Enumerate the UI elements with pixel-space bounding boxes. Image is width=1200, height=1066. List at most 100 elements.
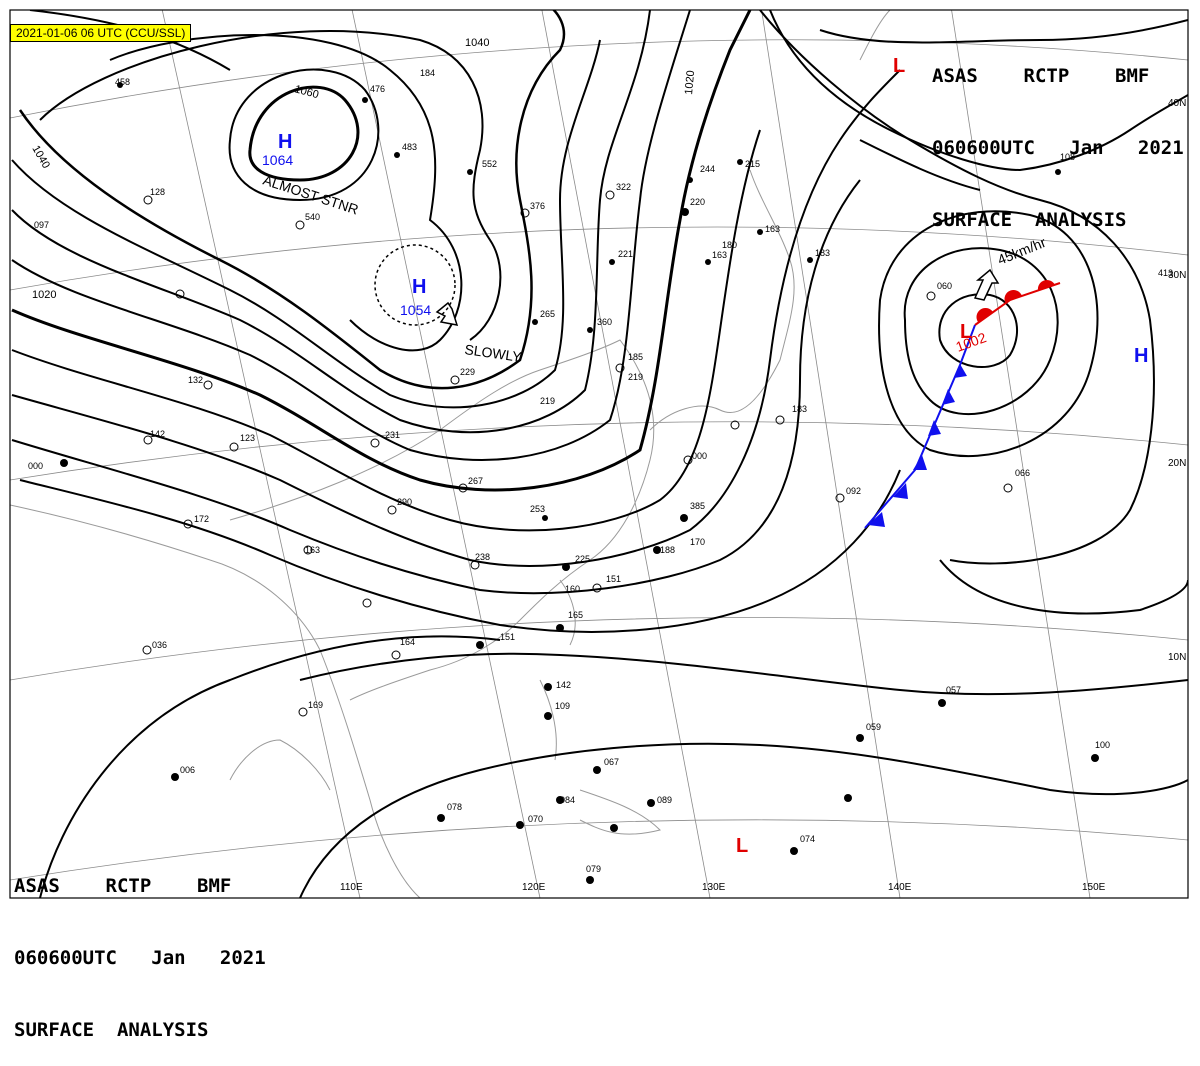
station-pressure-value: 267 <box>468 476 483 486</box>
high-center-value: 1054 <box>400 302 431 318</box>
lat-label-30n: 30N <box>1168 270 1186 281</box>
station-pressure-value: 142 <box>150 429 165 439</box>
station-pressure-value: 123 <box>240 433 255 443</box>
station-pressure-value: 092 <box>846 486 861 496</box>
title-block-bottom: ASAS RCTP BMF 060600UTC Jan 2021 SURFACE… <box>14 826 266 1066</box>
station-pressure-value: 265 <box>540 309 555 319</box>
station-pressure-value: 183 <box>792 404 807 414</box>
station-pressure-value: 057 <box>946 685 961 695</box>
cold-front-triangle-icon <box>928 420 941 436</box>
title-line-type: SURFACE ANALYSIS <box>932 209 1127 231</box>
warm-front-semicircle-icon <box>976 307 993 322</box>
station-pressure-value: 458 <box>115 77 130 87</box>
station-pressure-value: 221 <box>618 249 633 259</box>
station-pressure-value: 231 <box>385 430 400 440</box>
title-line-datetime: 060600UTC Jan 2021 <box>932 137 1184 159</box>
cold-front-triangle-icon <box>942 389 955 405</box>
isobars <box>11 10 1188 898</box>
isobar-label: 1020 <box>32 289 56 301</box>
station-pressure-value: 184 <box>420 68 435 78</box>
cold-front-triangle-icon <box>954 364 967 378</box>
lon-label-110e: 110E <box>340 882 363 893</box>
lon-label-120e: 120E <box>522 882 546 893</box>
title-line-header: ASAS RCTP BMF <box>14 875 232 897</box>
station-pressure-value: 109 <box>555 701 570 711</box>
station-pressure-value: 253 <box>530 504 545 514</box>
station-pressure-value: 097 <box>34 220 49 230</box>
station-pressure-value: 089 <box>657 795 672 805</box>
low-pressure-icon: L <box>736 835 748 857</box>
lat-label-40n: 40N <box>1168 98 1186 109</box>
station-pressure-value: 290 <box>397 497 412 507</box>
station-dots <box>60 82 1099 884</box>
title-line-datetime: 060600UTC Jan 2021 <box>14 947 266 969</box>
station-pressure-value: 183 <box>815 248 830 258</box>
station-pressure-value: 000 <box>692 451 707 461</box>
high-center-ring <box>374 244 456 326</box>
isobar-label: 1020 <box>683 70 697 95</box>
station-pressure-value: 219 <box>540 396 555 406</box>
station-pressure-value: 180 <box>722 240 737 250</box>
station-pressure-value: 165 <box>568 610 583 620</box>
station-pressure-value: 360 <box>597 317 612 327</box>
station-pressure-value: 172 <box>194 514 209 524</box>
lat-label-20n: 20N <box>1168 458 1186 469</box>
station-pressure-value: 244 <box>700 164 715 174</box>
isobar-label: 1040 <box>465 37 489 49</box>
station-pressure-value: 108 <box>1060 152 1075 162</box>
station-pressure-value: 185 <box>628 352 643 362</box>
station-pressure-value: 188 <box>660 545 675 555</box>
station-pressure-value: 215 <box>745 159 760 169</box>
station-pressure-value: 164 <box>400 637 415 647</box>
title-block-top: ASAS RCTP BMF 060600UTC Jan 2021 SURFACE… <box>932 16 1184 256</box>
station-pressure-value: 483 <box>402 142 417 152</box>
high-pressure-icon: H <box>278 131 292 153</box>
station-pressure-value: 220 <box>690 197 705 207</box>
station-pressure-value: 151 <box>606 574 621 584</box>
station-pressure-value: 084 <box>560 795 575 805</box>
station-pressure-value: 067 <box>604 757 619 767</box>
station-pressure-value: 540 <box>305 212 320 222</box>
station-pressure-value: 552 <box>482 159 497 169</box>
station-pressure-value: 100 <box>1095 740 1110 750</box>
coastline <box>10 10 891 898</box>
warm-front-semicircle-icon <box>1037 280 1055 290</box>
cold-front-triangle-icon <box>893 483 908 499</box>
movement-arrow-icon <box>973 268 1000 301</box>
cold-front <box>864 324 976 529</box>
title-line-header: ASAS RCTP BMF <box>932 65 1150 87</box>
high-pressure-icon: H <box>412 276 426 298</box>
center-note: SLOWLY <box>464 341 524 365</box>
station-pressure-value: 169 <box>308 700 323 710</box>
timestamp-badge: 2021-01-06 06 UTC (CCU/SSL) <box>10 24 192 42</box>
station-pressure-value: 170 <box>690 537 705 547</box>
station-pressure-value: 238 <box>475 552 490 562</box>
station-pressure-value: 225 <box>575 554 590 564</box>
station-pressure-value: 128 <box>150 187 165 197</box>
station-pressure-value: 219 <box>628 372 643 382</box>
lat-label-10n: 10N <box>1168 652 1186 663</box>
station-pressure-value: 151 <box>500 632 515 642</box>
station-pressure-value: 160 <box>565 584 580 594</box>
station-pressure-value: 322 <box>616 182 631 192</box>
station-pressure-value: 142 <box>556 680 571 690</box>
high-center-value: 1064 <box>262 152 293 168</box>
station-pressure-value: 079 <box>586 864 601 874</box>
station-pressure-value: 066 <box>1015 468 1030 478</box>
station-pressure-value: 385 <box>690 501 705 511</box>
lon-label-140e: 140E <box>888 882 912 893</box>
station-pressure-value: 000 <box>28 461 43 471</box>
low-pressure-icon: L <box>960 321 972 343</box>
low-pressure-icon: L <box>893 55 905 77</box>
cold-front-triangle-icon <box>868 512 885 527</box>
surface-analysis-map: 110E 120E 130E 140E 150E 40N 30N 20N 10N… <box>9 9 1189 899</box>
warm-front-semicircle-icon <box>1004 289 1022 302</box>
high-pressure-icon: H <box>1134 345 1148 367</box>
warm-front <box>974 280 1061 326</box>
station-pressure-value: 078 <box>447 802 462 812</box>
lon-label-150e: 150E <box>1082 882 1106 893</box>
station-pressure-value: 163 <box>765 224 780 234</box>
station-pressure-value: 006 <box>180 765 195 775</box>
title-line-type: SURFACE ANALYSIS <box>14 1019 209 1041</box>
cold-front-triangle-icon <box>913 455 927 470</box>
